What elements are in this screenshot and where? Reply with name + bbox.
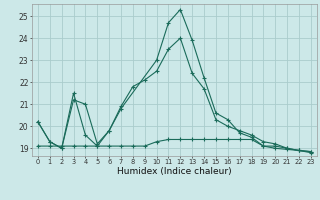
X-axis label: Humidex (Indice chaleur): Humidex (Indice chaleur) [117, 167, 232, 176]
